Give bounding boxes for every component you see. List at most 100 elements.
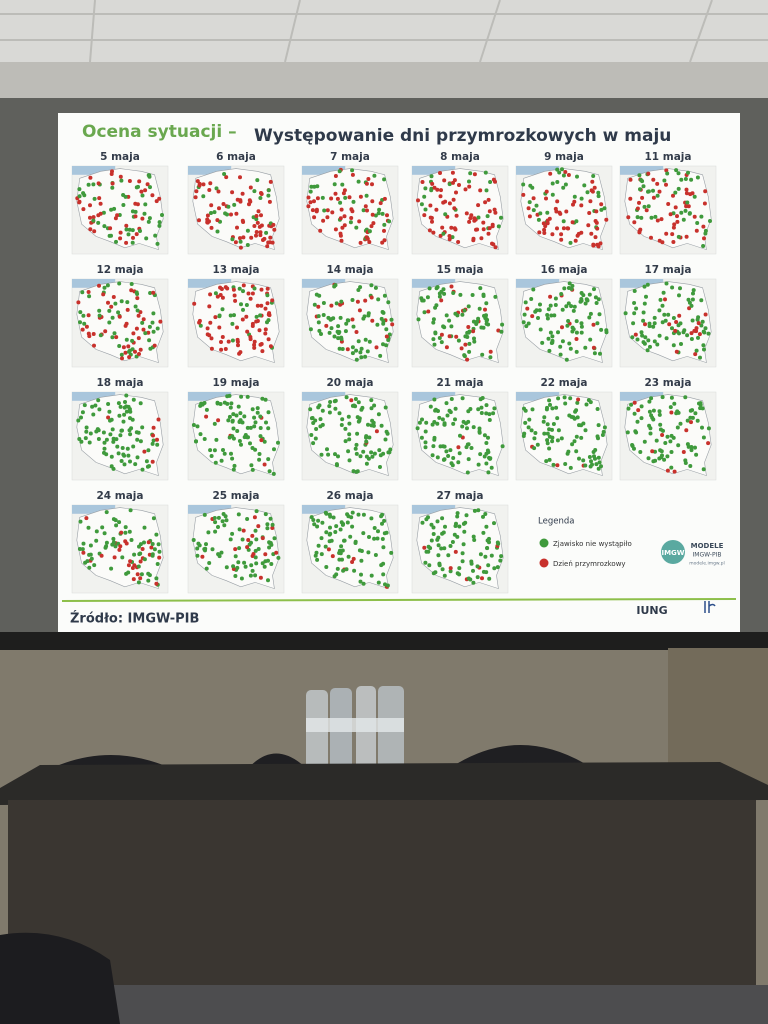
station-dot [333, 452, 337, 457]
station-dot [258, 434, 263, 439]
station-dot [460, 559, 465, 564]
station-dot [425, 295, 430, 300]
station-dot [256, 209, 261, 214]
station-dot [141, 317, 146, 322]
station-dot [429, 188, 434, 193]
station-dot [423, 186, 428, 191]
station-dot [456, 338, 461, 343]
station-dot [431, 320, 436, 325]
station-dot [677, 313, 682, 318]
station-dot [341, 568, 346, 573]
station-dot [336, 454, 340, 459]
station-dot [483, 554, 488, 559]
station-dot [646, 171, 651, 176]
station-dot [649, 235, 653, 240]
station-dot [106, 402, 111, 406]
station-dot [600, 433, 605, 437]
station-dot [312, 522, 317, 527]
station-dot [252, 424, 257, 429]
station-dot [690, 408, 695, 413]
station-dot [357, 219, 362, 224]
station-dot [479, 236, 484, 241]
station-dot [92, 196, 97, 201]
station-dot [111, 436, 116, 441]
station-dot [86, 525, 91, 530]
station-dot [107, 409, 112, 414]
station-dot [306, 195, 311, 200]
station-dot [384, 343, 389, 348]
station-dot [646, 189, 651, 194]
station-dot [255, 178, 260, 183]
station-dot [599, 207, 604, 212]
station-dot [460, 312, 465, 317]
station-dot [235, 429, 240, 433]
station-dot [574, 337, 579, 341]
station-dot [371, 420, 376, 425]
station-dot [566, 301, 571, 306]
station-dot [637, 173, 642, 178]
station-dot [677, 293, 681, 298]
sea [302, 166, 346, 175]
station-dot [596, 190, 601, 195]
station-dot [568, 346, 573, 351]
sea [620, 166, 664, 175]
station-dot [255, 220, 260, 225]
station-dot [263, 512, 268, 517]
station-dot [544, 196, 548, 201]
sea [72, 166, 116, 175]
station-dot [158, 319, 163, 324]
station-dot [117, 344, 122, 348]
station-dot [491, 411, 496, 416]
station-dot [649, 396, 654, 401]
station-dot [248, 296, 253, 301]
station-dot [692, 328, 697, 333]
station-dot [483, 315, 488, 320]
station-dot [364, 461, 369, 466]
source: Źródło: IMGW-PIB [70, 611, 199, 627]
station-dot [372, 403, 377, 408]
station-dot [235, 325, 239, 330]
station-dot [215, 400, 220, 405]
station-dot [431, 230, 436, 235]
station-dot [582, 183, 587, 188]
station-dot [536, 316, 540, 320]
station-dot [263, 331, 268, 336]
station-dot [333, 191, 338, 196]
station-dot [475, 319, 480, 324]
station-dot [649, 215, 654, 220]
station-dot [460, 396, 465, 401]
station-dot [419, 202, 424, 207]
station-dot [80, 290, 85, 295]
station-dot [669, 433, 674, 438]
station-dot [491, 177, 496, 182]
station-dot [81, 313, 86, 318]
station-dot [358, 240, 363, 245]
station-dot [336, 324, 341, 329]
station-dot [332, 334, 337, 339]
station-dot [699, 214, 704, 219]
station-dot [245, 545, 250, 550]
station-dot [642, 301, 647, 306]
map-date-label: 23 maja [645, 377, 692, 389]
station-dot [102, 285, 107, 290]
station-dot [700, 425, 704, 430]
station-dot [135, 202, 140, 207]
station-dot [350, 172, 355, 177]
station-dot [88, 431, 93, 436]
station-dot [369, 283, 374, 288]
station-dot [151, 516, 156, 521]
station-dot [217, 206, 221, 211]
station-dot [483, 200, 488, 205]
station-dot [665, 171, 670, 176]
station-dot [660, 240, 665, 245]
station-dot [353, 446, 358, 451]
station-dot [632, 411, 637, 416]
station-dot [481, 227, 486, 232]
station-dot [124, 393, 129, 398]
station-dot [696, 321, 701, 326]
station-dot [142, 525, 147, 530]
station-dot [119, 299, 124, 304]
station-dot [431, 337, 436, 342]
station-dot [131, 577, 136, 582]
station-dot [579, 324, 584, 329]
